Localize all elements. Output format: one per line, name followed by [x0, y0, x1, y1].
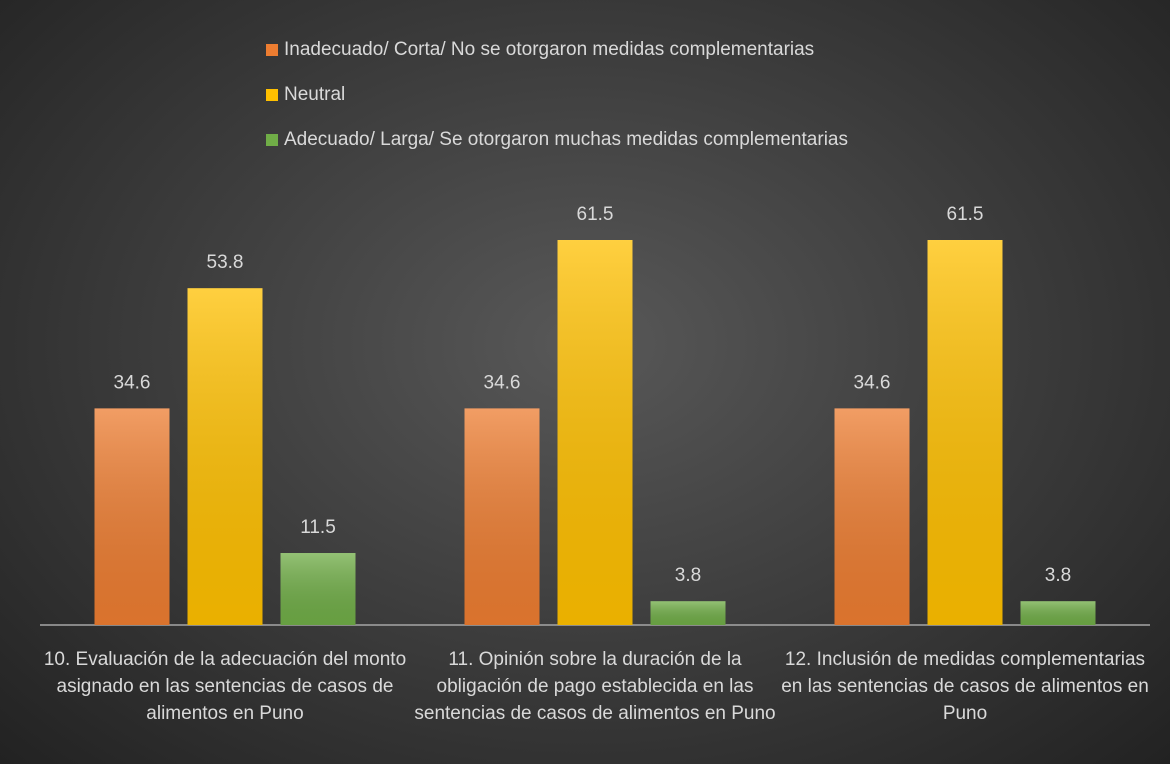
bar-sheen	[927, 240, 1003, 625]
data-label: 11.5	[300, 517, 336, 538]
data-label: 61.5	[947, 204, 984, 225]
data-label: 3.8	[1045, 565, 1071, 586]
bar-sheen	[464, 408, 540, 625]
bar-sheen	[187, 288, 263, 625]
legend-label: Adecuado/ Larga/ Se otorgaron muchas med…	[284, 129, 848, 150]
data-label: 3.8	[675, 565, 701, 586]
bar-sheen	[94, 408, 170, 625]
bar-sheen	[280, 553, 356, 625]
data-label: 34.6	[484, 372, 521, 393]
data-label: 61.5	[577, 204, 614, 225]
legend-swatch	[266, 134, 278, 146]
x-tick-label: 10. Evaluación de la adecuación del mont…	[43, 649, 407, 724]
bar-sheen	[650, 601, 726, 625]
bar-sheen	[1020, 601, 1096, 625]
legend-swatch	[266, 44, 278, 56]
x-tick-label: 12. Inclusión de medidas complementarias…	[781, 649, 1149, 724]
legend-swatch	[266, 89, 278, 101]
data-label: 53.8	[207, 252, 244, 273]
bar-sheen	[834, 408, 910, 625]
data-label: 34.6	[854, 372, 891, 393]
data-label: 34.6	[114, 372, 151, 393]
bar-sheen	[557, 240, 633, 625]
x-tick-label: 11. Opinión sobre la duración de la obli…	[414, 649, 776, 724]
legend-label: Neutral	[284, 84, 345, 105]
legend-label: Inadecuado/ Corta/ No se otorgaron medid…	[284, 39, 814, 60]
